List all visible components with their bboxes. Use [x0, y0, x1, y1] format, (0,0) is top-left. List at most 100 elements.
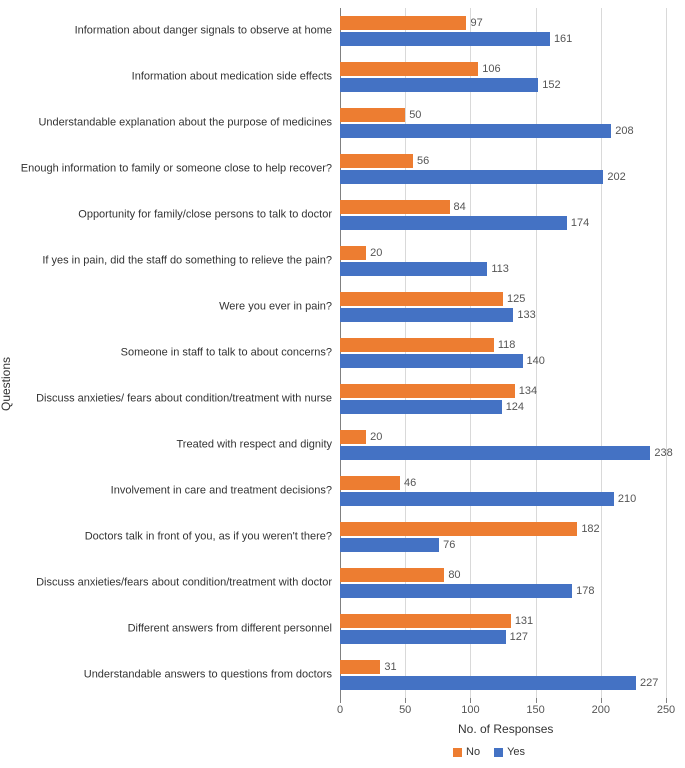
bar-group: Enough information to family or someone …: [340, 146, 666, 192]
bar-value-label: 127: [510, 630, 528, 644]
bar-value-label: 31: [384, 660, 396, 674]
bar-yes: [340, 538, 439, 552]
bar-value-label: 208: [615, 124, 633, 138]
bar-no: [340, 246, 366, 260]
legend-item-no: No: [453, 746, 480, 758]
bar-group: Opportunity for family/close persons to …: [340, 192, 666, 238]
category-label: Discuss anxieties/fears about condition/…: [12, 577, 340, 590]
bar-yes: [340, 216, 567, 230]
bar-yes: [340, 32, 550, 46]
x-axis-title: No. of Responses: [458, 722, 553, 736]
bar-value-label: 20: [370, 246, 382, 260]
bar-group: Discuss anxieties/ fears about condition…: [340, 376, 666, 422]
bar-value-label: 46: [404, 476, 416, 490]
bar-value-label: 227: [640, 676, 658, 690]
x-tick-label: 250: [657, 704, 675, 716]
x-tick-label: 100: [461, 704, 479, 716]
bar-group: Different answers from different personn…: [340, 606, 666, 652]
bar-value-label: 113: [491, 262, 509, 276]
legend: No Yes: [453, 746, 525, 758]
bar-group: Understandable explanation about the pur…: [340, 100, 666, 146]
bar-yes: [340, 354, 523, 368]
category-label: Information about danger signals to obse…: [12, 25, 340, 38]
bar-yes: [340, 124, 611, 138]
bar-value-label: 106: [482, 62, 500, 76]
x-tick-label: 50: [399, 704, 411, 716]
category-label: Understandable explanation about the pur…: [12, 117, 340, 130]
category-label: Enough information to family or someone …: [12, 163, 340, 176]
bar-no: [340, 338, 494, 352]
bar-no: [340, 522, 577, 536]
x-tick-label: 200: [592, 704, 610, 716]
bar-value-label: 140: [527, 354, 545, 368]
legend-label: Yes: [507, 746, 525, 758]
bar-value-label: 238: [654, 446, 672, 460]
bar-group: Information about danger signals to obse…: [340, 8, 666, 54]
bar-value-label: 152: [542, 78, 560, 92]
plot-area: 050100150200250Information about danger …: [340, 8, 666, 698]
bar-yes: [340, 308, 513, 322]
legend-item-yes: Yes: [494, 746, 525, 758]
bar-value-label: 125: [507, 292, 525, 306]
x-tick: [470, 698, 471, 703]
bar-group: If yes in pain, did the staff do somethi…: [340, 238, 666, 284]
gridline: [666, 8, 667, 698]
bar-no: [340, 660, 380, 674]
bar-value-label: 210: [618, 492, 636, 506]
bar-yes: [340, 170, 603, 184]
bar-yes: [340, 262, 487, 276]
bar-value-label: 178: [576, 584, 594, 598]
category-label: Opportunity for family/close persons to …: [12, 209, 340, 222]
legend-swatch: [494, 748, 503, 757]
bar-yes: [340, 584, 572, 598]
bar-group: Someone in staff to talk to about concer…: [340, 330, 666, 376]
bar-value-label: 202: [607, 170, 625, 184]
x-tick: [601, 698, 602, 703]
bar-yes: [340, 446, 650, 460]
bar-no: [340, 108, 405, 122]
bar-yes: [340, 78, 538, 92]
x-tick: [340, 698, 341, 703]
x-tick: [536, 698, 537, 703]
category-label: Were you ever in pain?: [12, 301, 340, 314]
x-tick: [666, 698, 667, 703]
bar-no: [340, 614, 511, 628]
legend-label: No: [466, 746, 480, 758]
bar-group: Involvement in care and treatment decisi…: [340, 468, 666, 514]
bar-value-label: 20: [370, 430, 382, 444]
bar-no: [340, 476, 400, 490]
bar-value-label: 124: [506, 400, 524, 414]
category-label: Information about medication side effect…: [12, 71, 340, 84]
bar-value-label: 118: [498, 338, 516, 352]
bar-value-label: 133: [517, 308, 535, 322]
bar-value-label: 97: [470, 16, 482, 30]
bar-value-label: 80: [448, 568, 460, 582]
x-tick-label: 150: [526, 704, 544, 716]
bar-no: [340, 62, 478, 76]
bar-value-label: 50: [409, 108, 421, 122]
category-label: Different answers from different personn…: [12, 623, 340, 636]
bar-value-label: 134: [519, 384, 537, 398]
bar-value-label: 84: [454, 200, 466, 214]
category-label: Understandable answers to questions from…: [12, 669, 340, 682]
bar-yes: [340, 676, 636, 690]
category-label: If yes in pain, did the staff do somethi…: [12, 255, 340, 268]
chart-container: Questions 050100150200250Information abo…: [0, 0, 685, 768]
bar-group: Information about medication side effect…: [340, 54, 666, 100]
bar-group: Understandable answers to questions from…: [340, 652, 666, 698]
category-label: Treated with respect and dignity: [12, 439, 340, 452]
category-label: Someone in staff to talk to about concer…: [12, 347, 340, 360]
legend-swatch: [453, 748, 462, 757]
bar-value-label: 182: [581, 522, 599, 536]
bar-value-label: 131: [515, 614, 533, 628]
category-label: Discuss anxieties/ fears about condition…: [12, 393, 340, 406]
bar-group: Doctors talk in front of you, as if you …: [340, 514, 666, 560]
bar-yes: [340, 630, 506, 644]
bar-value-label: 76: [443, 538, 455, 552]
bar-group: Discuss anxieties/fears about condition/…: [340, 560, 666, 606]
category-label: Doctors talk in front of you, as if you …: [12, 531, 340, 544]
bar-no: [340, 292, 503, 306]
bar-yes: [340, 400, 502, 414]
bar-group: Treated with respect and dignity20238: [340, 422, 666, 468]
x-tick: [405, 698, 406, 703]
